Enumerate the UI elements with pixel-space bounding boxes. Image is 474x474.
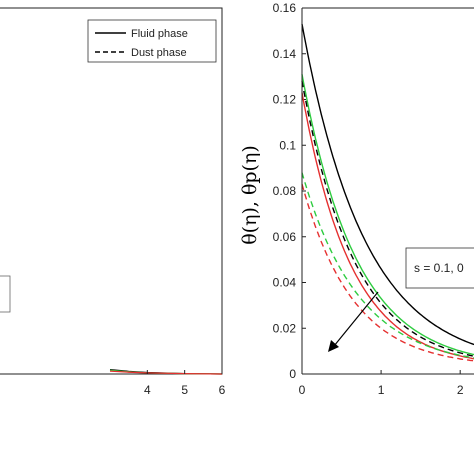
y-tick-label-0: 0 bbox=[289, 367, 296, 381]
y-tick-label-7: 0.14 bbox=[273, 47, 297, 61]
left-x-ticks: 4 5 6 bbox=[144, 370, 226, 397]
y-axis-label: θ(η), θp(η) bbox=[239, 145, 261, 245]
left-x-tick-label-2: 6 bbox=[219, 383, 226, 397]
left-plot-frame bbox=[0, 7, 223, 375]
left-curves bbox=[109, 368, 223, 375]
y-tick-label-2: 0.04 bbox=[273, 276, 297, 290]
right-curves bbox=[301, 23, 474, 362]
annotation-box bbox=[405, 247, 474, 289]
series-line-5 bbox=[301, 183, 474, 362]
x-tick-label-1: 1 bbox=[378, 383, 385, 397]
y-tick-label-5: 0.1 bbox=[279, 138, 296, 152]
legend-label-dust: Dust phase bbox=[131, 47, 187, 59]
y-tick-label-8: 0.16 bbox=[273, 1, 297, 15]
x-tick-label-2: 2 bbox=[457, 383, 464, 397]
legend-box bbox=[87, 19, 217, 63]
series-line-0 bbox=[301, 23, 474, 346]
legend-label-fluid: Fluid phase bbox=[131, 28, 188, 40]
annotation-text: s = 0.1, 0 bbox=[414, 261, 464, 275]
right-y-ticks: 0 0.02 0.04 0.06 0.08 0.1 0.12 0.14 0.16 bbox=[273, 1, 306, 381]
annotation-arrow bbox=[333, 291, 379, 347]
annotation: s = 0.1, 0 bbox=[328, 247, 474, 352]
y-tick-label-6: 0.12 bbox=[273, 93, 297, 107]
series-line-2 bbox=[301, 92, 474, 360]
left-x-tick-label-1: 5 bbox=[181, 383, 188, 397]
left-panel: 4 5 6 Fluid phase Dust phase bbox=[0, 7, 226, 397]
series-line-1 bbox=[301, 74, 474, 356]
series-line-4 bbox=[301, 172, 474, 359]
y-tick-label-3: 0.06 bbox=[273, 230, 297, 244]
x-tick-label-0: 0 bbox=[299, 383, 306, 397]
right-panel: θ(η), θp(η) 0 0.02 0.04 0.06 0.08 0.1 0.12 0.14… bbox=[239, 1, 474, 397]
legend: Fluid phase Dust phase bbox=[87, 19, 217, 63]
y-tick-label-1: 0.02 bbox=[273, 321, 297, 335]
series-line-3 bbox=[301, 81, 474, 357]
annotation-arrowhead bbox=[328, 340, 339, 352]
y-tick-label-4: 0.08 bbox=[273, 184, 297, 198]
left-x-tick-label-0: 4 bbox=[144, 383, 151, 397]
left-annotation-box bbox=[0, 275, 11, 313]
